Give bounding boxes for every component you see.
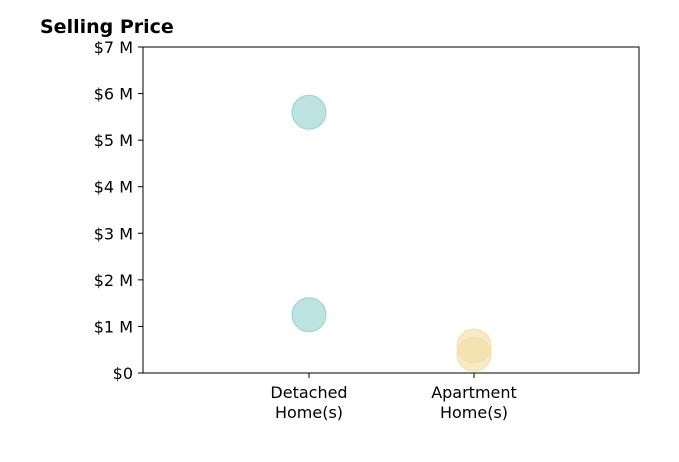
plot-frame [142, 46, 640, 374]
x-tick-label: Apartment [431, 383, 517, 402]
y-tick-label: $1 M [94, 317, 133, 336]
y-axis: $0 $1 M $2 M $3 M $4 M $5 M $6 M $7 M [94, 38, 143, 383]
y-tick-label: $5 M [94, 131, 133, 150]
y-tick-label: $7 M [94, 38, 133, 57]
data-point [291, 94, 327, 130]
x-tick-label: Home(s) [440, 403, 508, 422]
y-tick-label: $4 M [94, 178, 133, 197]
data-points [291, 94, 492, 372]
x-tick-label: Home(s) [275, 403, 343, 422]
chart-title: Selling Price [40, 16, 174, 38]
y-tick-label: $0 [113, 364, 133, 383]
data-point [456, 336, 492, 372]
y-tick-label: $3 M [94, 224, 133, 243]
y-tick-label: $6 M [94, 85, 133, 104]
y-tick-label: $2 M [94, 271, 133, 290]
x-tick-label: Detached [270, 383, 347, 402]
data-point [291, 297, 327, 333]
